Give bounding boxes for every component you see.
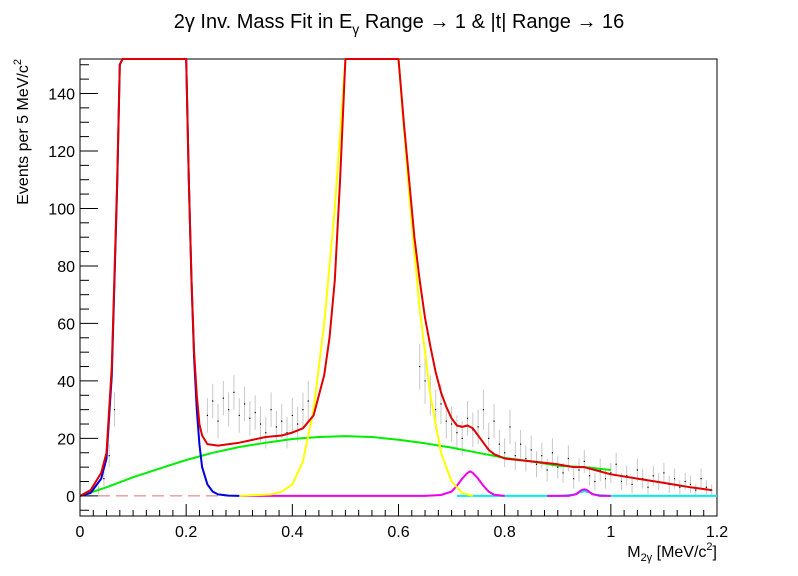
plot-area: 0 0.2 0.4 0.6 0.8 1 1.2 0 20 40 60 80 100 120 140 <box>48 58 728 541</box>
data-point <box>514 455 516 457</box>
data-point <box>238 414 240 417</box>
data-point <box>519 443 522 445</box>
y-axis: 0 20 40 60 80 100 120 140 <box>48 64 98 511</box>
data-point <box>557 466 559 468</box>
x-tick-label: 1.2 <box>706 524 728 541</box>
data-point <box>530 449 532 451</box>
data-point <box>206 414 208 417</box>
data-point <box>652 475 654 477</box>
data-point <box>477 426 479 428</box>
y-tick-label: 0 <box>66 489 75 506</box>
data-point <box>583 460 585 462</box>
data-point <box>265 432 267 434</box>
x-tick-label: 0.2 <box>175 524 197 541</box>
data-point <box>217 420 219 422</box>
data-point <box>610 472 612 474</box>
data-point <box>113 409 116 411</box>
data-point <box>297 423 299 425</box>
data-point <box>679 486 681 488</box>
data-point <box>456 432 458 434</box>
data-point <box>466 417 469 419</box>
data-point <box>567 457 569 460</box>
data-point <box>254 411 256 414</box>
data-point <box>233 391 235 394</box>
data-point <box>450 423 453 425</box>
data-point <box>535 463 538 465</box>
data-point <box>689 483 692 485</box>
data-point <box>620 480 623 483</box>
data-point <box>212 400 214 402</box>
data-point <box>275 426 278 428</box>
data-point <box>307 400 309 402</box>
data-point <box>461 437 463 439</box>
x-tick-label: 0.4 <box>281 524 303 541</box>
data-point <box>488 437 490 439</box>
y-tick-label: 140 <box>48 86 75 103</box>
x-axis-label: M2γ [MeV/c2] <box>627 541 717 564</box>
data-point <box>631 483 633 485</box>
data-point <box>108 455 110 457</box>
y-tick-label: 40 <box>57 374 75 391</box>
data-point <box>695 489 697 491</box>
data-point <box>615 463 617 465</box>
x-tick-label: 0.6 <box>387 524 409 541</box>
data-point <box>259 423 262 425</box>
data-point <box>222 397 224 399</box>
data-point <box>482 409 485 411</box>
data-point <box>228 409 230 411</box>
data-point <box>673 478 676 480</box>
data-point <box>599 469 601 471</box>
chart-title: 2γ Inv. Mass Fit in Eγ Range → 1 & |t| R… <box>174 11 625 37</box>
data-point <box>525 457 527 460</box>
data-point <box>493 420 495 422</box>
x-tick-label: 0 <box>76 524 85 541</box>
data-point <box>291 414 293 417</box>
data-point <box>440 403 442 405</box>
fit-curves <box>79 58 717 497</box>
data-point <box>498 443 500 445</box>
data-point <box>243 403 246 405</box>
data-point <box>249 417 251 419</box>
data-point <box>562 472 564 474</box>
data-point <box>302 409 304 411</box>
data-point <box>270 409 272 411</box>
data-point <box>445 420 447 422</box>
x-tick-label: 1 <box>606 524 615 541</box>
y-tick-label: 80 <box>57 259 75 276</box>
data-point <box>589 475 591 477</box>
data-point <box>424 380 426 382</box>
data-point <box>541 455 543 457</box>
data-point <box>504 452 506 454</box>
data-point <box>546 469 548 471</box>
data-point <box>663 472 665 474</box>
data-point <box>419 365 421 368</box>
y-tick-label: 60 <box>57 316 75 333</box>
data-point <box>700 478 702 480</box>
data-point <box>705 486 707 488</box>
data-point <box>636 469 638 471</box>
y-axis-label: Events per 5 MeV/c2 <box>12 59 32 205</box>
data-point <box>551 452 554 454</box>
data-point <box>286 432 288 434</box>
y-tick-label: 120 <box>48 144 75 161</box>
data-point <box>604 478 607 480</box>
data-point <box>626 475 628 477</box>
data-point <box>103 478 105 480</box>
total-curve <box>79 58 712 497</box>
data-point <box>281 420 283 422</box>
data-point <box>647 486 649 488</box>
omega-curve <box>547 488 611 497</box>
data-point <box>509 426 511 428</box>
omega-curve <box>239 470 505 497</box>
data-point <box>573 478 575 480</box>
y-tick-label: 100 <box>48 201 75 218</box>
data-point <box>594 480 596 483</box>
data-point <box>435 409 437 411</box>
y-tick-label: 20 <box>57 431 75 448</box>
data-point <box>578 469 580 471</box>
data-point <box>684 480 686 483</box>
x-tick-label: 0.8 <box>494 524 516 541</box>
